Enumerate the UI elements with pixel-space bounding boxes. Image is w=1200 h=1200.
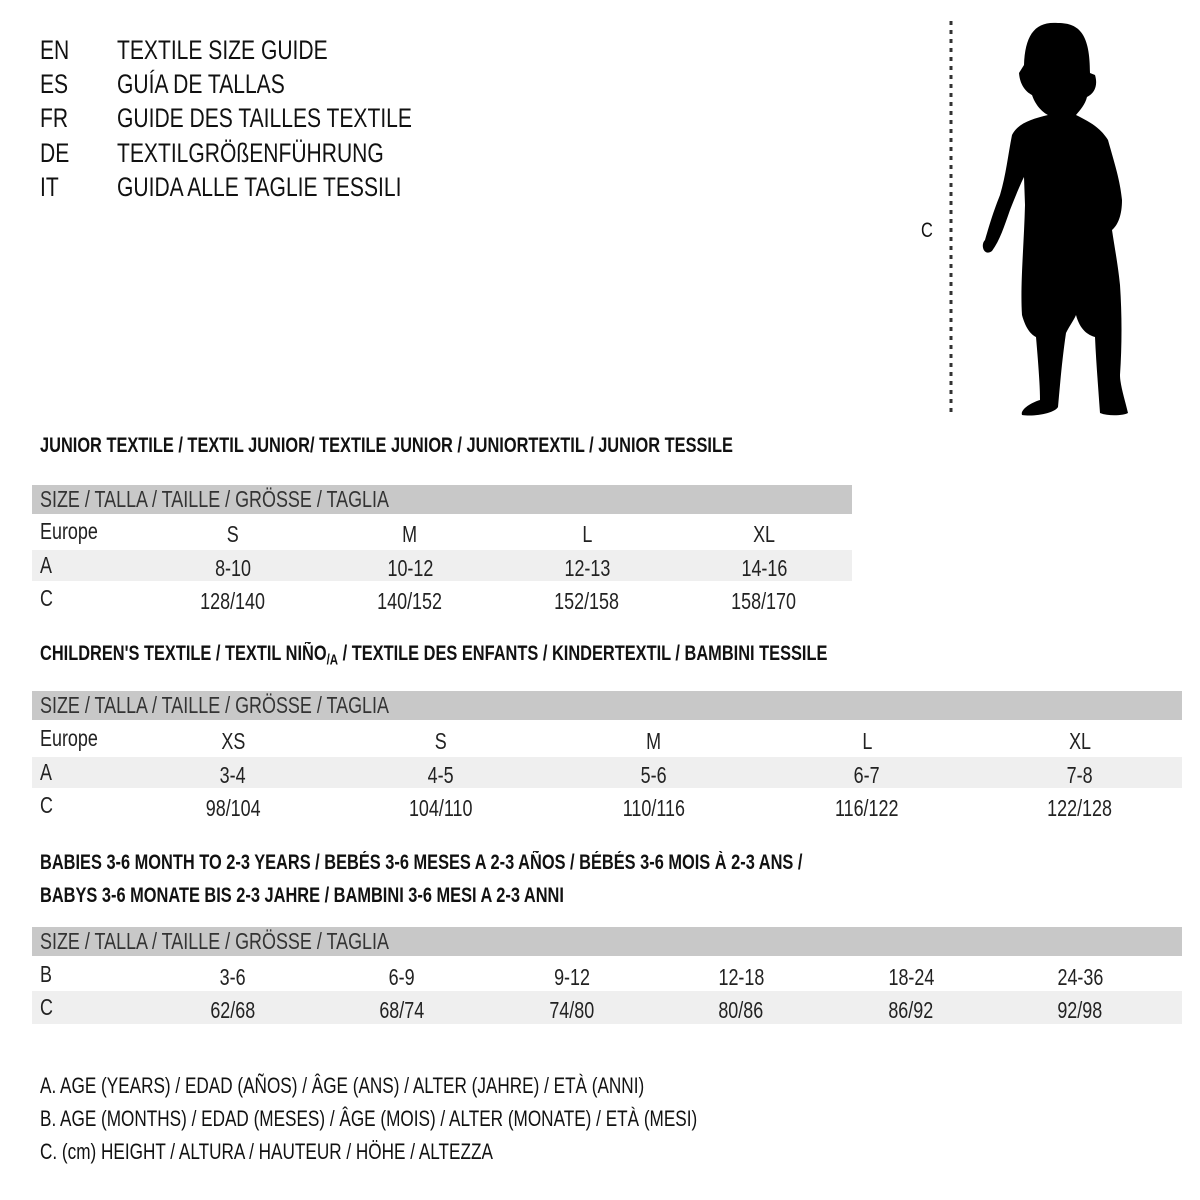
size-header-label: SIZE / TALLA / TAILLE / GRÖSSE / TAGLIA [40, 692, 389, 718]
legend-item-b: B. AGE (MONTHS) / EDAD (MESES) / ÂGE (MO… [40, 1106, 698, 1131]
lang-code-es: ES [40, 69, 69, 99]
height-measure-label: C [921, 219, 933, 242]
size-header-label: SIZE / TALLA / TAILLE / GRÖSSE / TAGLIA [40, 928, 389, 954]
table-cell: S [227, 521, 239, 547]
title-fr: GUIDE DES TAILLES TEXTILE [117, 103, 412, 133]
row-label: B [40, 961, 52, 987]
table-cell: 104/110 [409, 795, 473, 821]
table-cell: 6-7 [854, 762, 880, 788]
table-cell: 24-36 [1057, 964, 1103, 990]
table-cell: 10-12 [387, 555, 433, 581]
table-row-europe: Europe XS S M L XL [32, 723, 1182, 755]
table-cell: L [862, 728, 872, 754]
row-shade [32, 550, 852, 581]
table-row-b: B 3-6 6-9 9-12 12-18 18-24 24-36 [32, 959, 1182, 991]
legend-item-c: C. (cm) HEIGHT / ALTURA / HAUTEUR / HÖHE… [40, 1139, 493, 1164]
table-cell: 110/116 [622, 795, 686, 821]
row-label: C [40, 792, 53, 818]
row-label: C [40, 994, 53, 1020]
babies-heading-line-1: BABIES 3-6 MONTH TO 2-3 YEARS / BEBÉS 3-… [40, 851, 803, 874]
table-cell: 18-24 [888, 964, 934, 990]
row-label: Europe [40, 725, 98, 751]
size-header-label: SIZE / TALLA / TAILLE / GRÖSSE / TAGLIA [40, 486, 389, 512]
table-cell: 80/86 [718, 997, 764, 1023]
table-cell: M [646, 728, 662, 754]
legend-item-a: A. AGE (YEARS) / EDAD (AÑOS) / ÂGE (ANS)… [40, 1073, 645, 1098]
table-cell: 86/92 [888, 997, 934, 1023]
table-cell: 5-6 [641, 762, 667, 788]
row-label: C [40, 585, 53, 611]
table-row-c: C 128/140 140/152 152/158 158/170 [32, 583, 852, 615]
table-cell: 92/98 [1057, 997, 1103, 1023]
babies-heading-line-2: BABYS 3-6 MONATE BIS 2-3 JAHRE / BAMBINI… [40, 884, 564, 907]
lang-code-it: IT [40, 172, 59, 202]
table-cell: 74/80 [549, 997, 595, 1023]
lang-code-de: DE [40, 138, 70, 168]
table-cell: 8-10 [215, 555, 251, 581]
lang-code-fr: FR [40, 103, 69, 133]
size-header-band: SIZE / TALLA / TAILLE / GRÖSSE / TAGLIA [32, 691, 1182, 720]
table-cell: 62/68 [210, 997, 256, 1023]
table-cell: 140/152 [377, 588, 443, 614]
table-cell: 6-9 [389, 964, 415, 990]
table-cell: 98/104 [205, 795, 261, 821]
size-header-band: SIZE / TALLA / TAILLE / GRÖSSE / TAGLIA [32, 927, 1182, 956]
table-row-c: C 62/68 68/74 74/80 80/86 86/92 92/98 [32, 992, 1182, 1024]
row-label: A [40, 759, 52, 785]
title-it: GUIDA ALLE TAGLIE TESSILI [117, 172, 402, 202]
table-cell: 12-18 [718, 964, 764, 990]
table-cell: XS [221, 728, 245, 754]
child-silhouette-icon [949, 21, 1128, 416]
table-cell: 14-16 [741, 555, 787, 581]
children-heading: CHILDREN'S TEXTILE / TEXTIL NIÑO/A / TEX… [40, 642, 828, 669]
row-shade [32, 991, 1182, 1024]
table-cell: 152/158 [554, 588, 620, 614]
lang-code-en: EN [40, 35, 70, 65]
table-cell: 3-6 [220, 964, 246, 990]
row-label: A [40, 552, 52, 578]
table-cell: 128/140 [200, 588, 266, 614]
row-shade [32, 757, 1182, 788]
title-es: GUÍA DE TALLAS [117, 69, 285, 99]
junior-heading: JUNIOR TEXTILE / TEXTIL JUNIOR/ TEXTILE … [40, 434, 733, 457]
table-row-europe: Europe S M L XL [32, 516, 852, 548]
table-cell: 122/128 [1047, 795, 1113, 821]
table-cell: 3-4 [220, 762, 246, 788]
table-cell: M [402, 521, 418, 547]
table-cell: 158/170 [731, 588, 797, 614]
table-cell: XL [1069, 728, 1091, 754]
row-label: Europe [40, 518, 98, 544]
table-cell: 4-5 [428, 762, 454, 788]
table-row-a: A 8-10 10-12 12-13 14-16 [32, 550, 852, 582]
table-cell: L [582, 521, 592, 547]
title-en: TEXTILE SIZE GUIDE [117, 35, 328, 65]
table-cell: 116/122 [835, 795, 899, 821]
table-cell: XL [753, 521, 775, 547]
table-cell: 12-13 [564, 555, 610, 581]
table-cell: 68/74 [379, 997, 425, 1023]
table-cell: 9-12 [554, 964, 590, 990]
table-cell: 7-8 [1067, 762, 1093, 788]
table-cell: S [435, 728, 447, 754]
table-row-c: C 98/104 104/110 110/116 116/122 122/128 [32, 790, 1182, 822]
table-row-a: A 3-4 4-5 5-6 6-7 7-8 [32, 757, 1182, 789]
size-header-band: SIZE / TALLA / TAILLE / GRÖSSE / TAGLIA [32, 485, 852, 514]
title-de: TEXTILGRÖßENFÜHRUNG [117, 138, 384, 168]
